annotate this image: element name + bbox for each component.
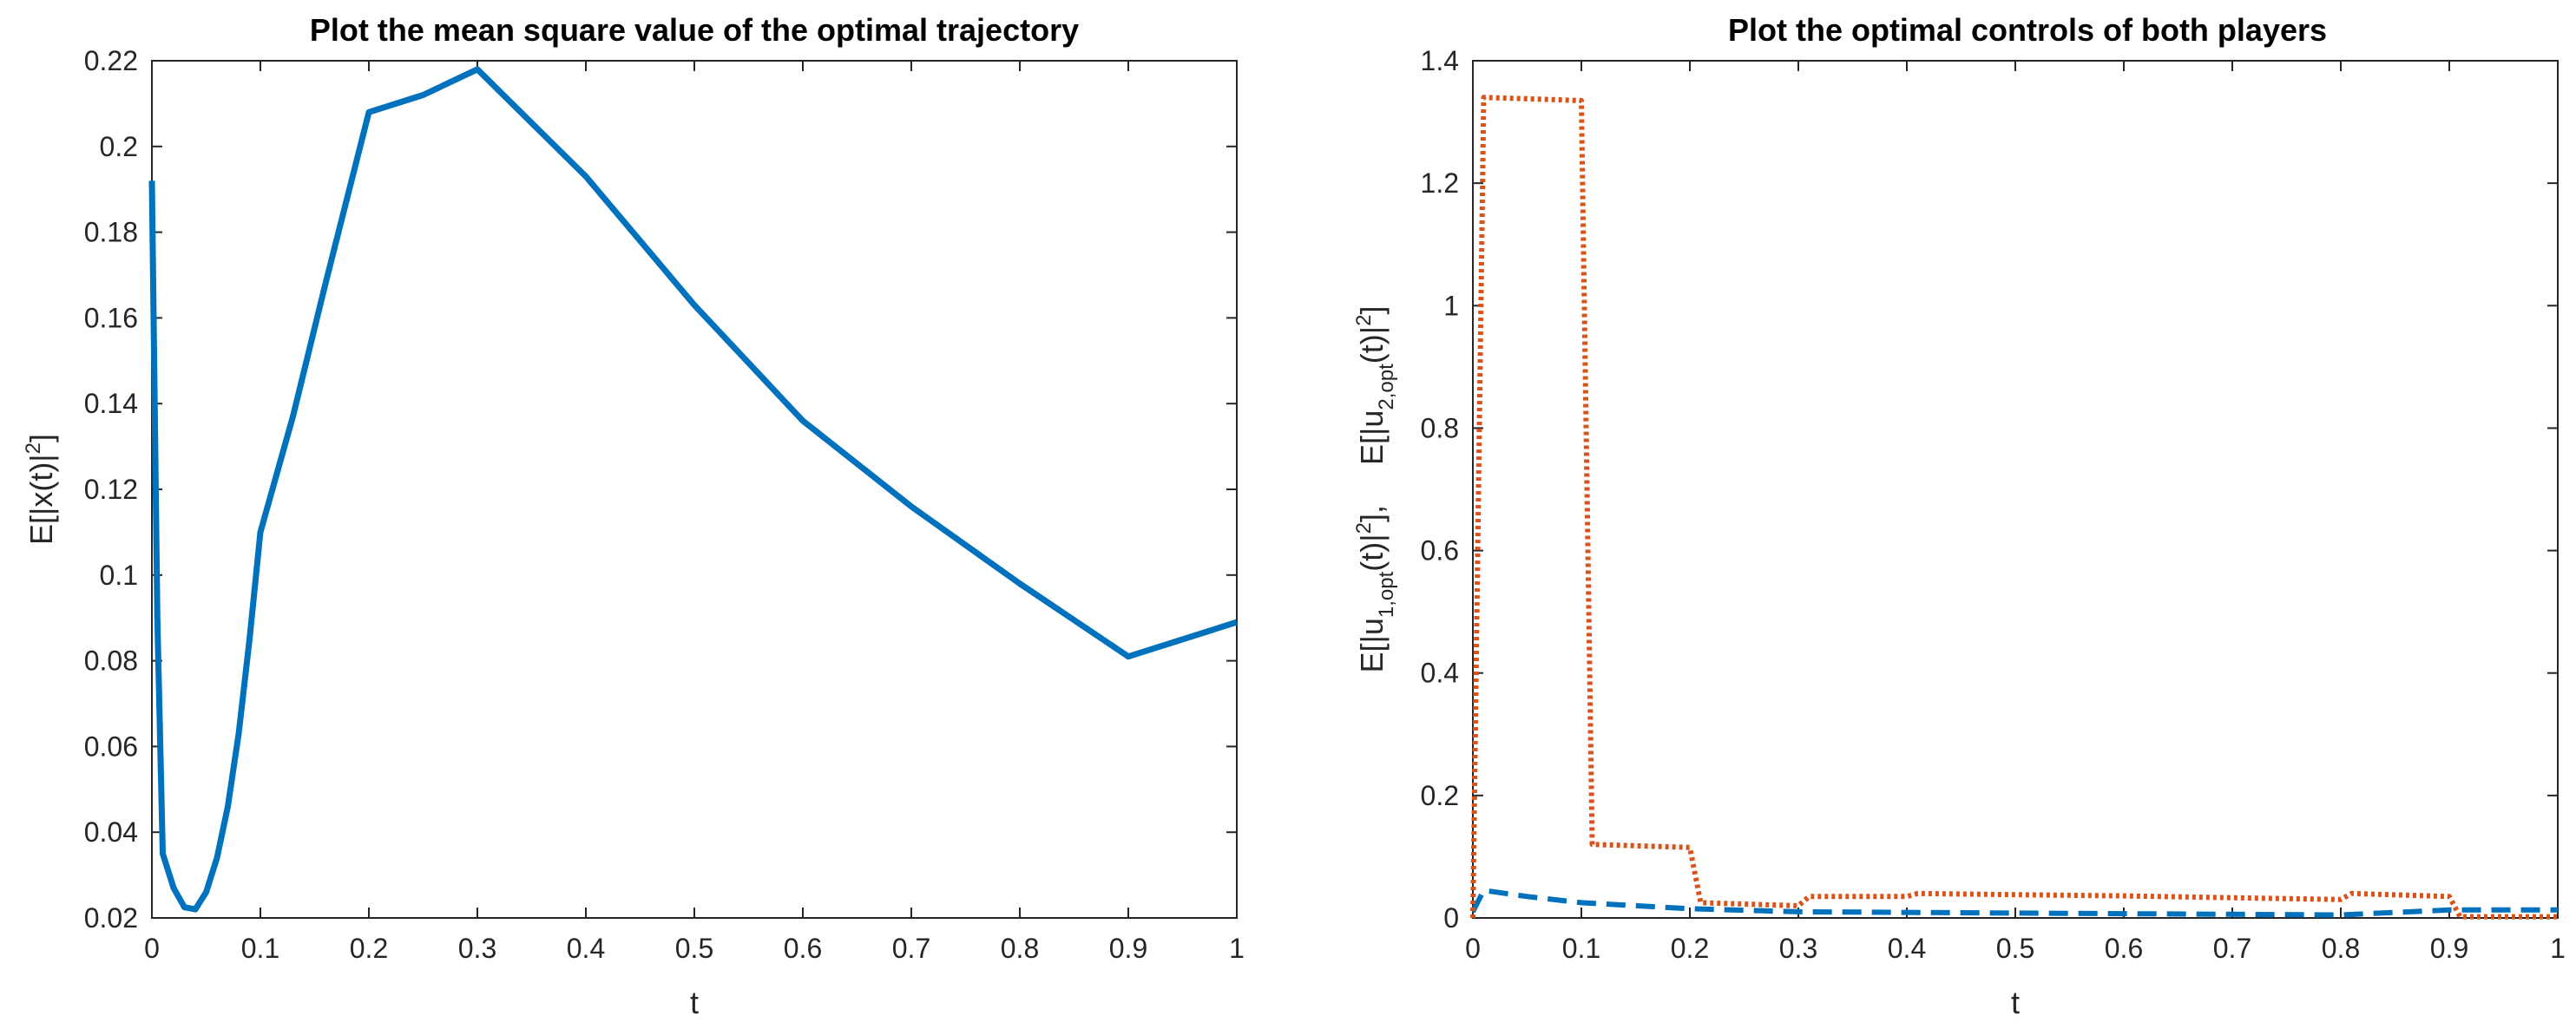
left-x-tick-label: 0.9 [1109, 933, 1147, 964]
left-x-tick-label: 0 [144, 933, 160, 964]
right-x-tick-label: 0.9 [2430, 933, 2468, 964]
ylabel-u1-sup: 2 [1352, 522, 1376, 534]
left-y-tick-label: 0.2 [100, 131, 138, 162]
right-y-tick-label: 0.6 [1421, 535, 1459, 567]
left-y-tick-label: 0.18 [84, 217, 138, 248]
right-x-tick-label: 0.3 [1779, 933, 1817, 964]
left-y-tick-label: 0.1 [100, 560, 138, 591]
right-y-axis-label: E[|u1,opt(t)|2],E[|u2,opt(t)|2] [1352, 306, 1398, 673]
right-x-tick-label: 0 [1465, 933, 1481, 964]
ylabel-u1-suffix: ], [1354, 505, 1390, 522]
left-y-tick-label: 0.02 [84, 902, 138, 934]
left-y-tick-label: 0.08 [84, 646, 138, 677]
left-plot-area [151, 60, 1238, 919]
right-x-tick-label: 0.4 [1888, 933, 1926, 964]
left-x-tick-label: 0.5 [675, 933, 713, 964]
left-x-tick-label: 0.3 [458, 933, 496, 964]
right-y-tick-label: 0.8 [1421, 412, 1459, 443]
right-x-tick-label: 0.7 [2213, 933, 2251, 964]
right-x-tick-label: 0.2 [1671, 933, 1709, 964]
left-x-tick-label: 1 [1229, 933, 1245, 964]
ylabel-u1-sub: 1,opt [1375, 571, 1398, 618]
right-plot-area [1472, 60, 2559, 919]
right-series [1470, 95, 2558, 920]
left-x-tick-label: 0.1 [241, 933, 279, 964]
left-series-line-1 [148, 66, 1239, 913]
chart-optimal-controls: Plot the optimal controls of both player… [1352, 12, 2566, 1020]
left-x-ticks: 0 0.1 0.2 0.3 0.4 0.5 0.6 0.7 0.8 0.9 1 [144, 61, 1245, 964]
ylabel-u2-mid: (t)| [1354, 326, 1390, 364]
left-x-axis-label: t [690, 985, 699, 1020]
left-y-tick-label: 0.16 [84, 302, 138, 333]
right-series-line-2 [1470, 95, 2558, 920]
right-y-tick-label: 1.4 [1421, 45, 1459, 76]
right-x-tick-label: 1 [2550, 933, 2566, 964]
left-y-tick-label: 0.04 [84, 816, 138, 848]
left-x-tick-label: 0.6 [784, 933, 822, 964]
right-chart-title: Plot the optimal controls of both player… [1728, 12, 2327, 48]
left-y-ticks: 0.02 0.04 0.06 0.08 0.1 0.12 0.14 0.16 0.18 0.2 0.… [84, 45, 1237, 934]
right-y-tick-label: 1.2 [1421, 167, 1459, 199]
right-y-tick-label: 0.2 [1421, 780, 1459, 811]
left-y-tick-label: 0.14 [84, 388, 138, 419]
ylabel-u1-mid: (t)| [1354, 534, 1390, 571]
ylabel-u2-suffix: ] [1354, 306, 1390, 315]
right-y-tick-label: 0.4 [1421, 658, 1459, 689]
left-x-tick-label: 0.4 [567, 933, 605, 964]
right-series-line-1 [1470, 888, 2558, 918]
left-y-tick-label: 0.12 [84, 474, 138, 505]
right-y-ticks: 0 0.2 0.4 0.6 0.8 1 1.2 1.4 [1421, 45, 2558, 934]
right-y-tick-label: 0 [1443, 902, 1459, 934]
right-x-axis-label: t [2011, 985, 2020, 1020]
right-x-tick-label: 0.1 [1562, 933, 1600, 964]
ylabel-u1-prefix: E[|u [1354, 618, 1390, 672]
left-x-tick-label: 0.2 [350, 933, 388, 964]
right-x-tick-label: 0.6 [2105, 933, 2143, 964]
left-x-tick-label: 0.8 [1001, 933, 1039, 964]
ylabel-u2-sup: 2 [1352, 315, 1376, 326]
right-x-tick-label: 0.8 [2322, 933, 2360, 964]
ylabel-u2-prefix: E[|u [1354, 410, 1390, 465]
ylabel-u2-sub: 2,opt [1375, 364, 1398, 410]
left-x-tick-label: 0.7 [892, 933, 930, 964]
right-x-ticks: 0 0.1 0.2 0.3 0.4 0.5 0.6 0.7 0.8 0.9 1 [1465, 61, 2566, 964]
left-y-tick-label: 0.22 [84, 45, 138, 76]
left-chart-title: Plot the mean square value of the optima… [310, 12, 1079, 48]
chart-mean-square-trajectory: Plot the mean square value of the optima… [22, 12, 1245, 1020]
right-x-tick-label: 0.5 [1996, 933, 2034, 964]
left-y-axis-label: E[|x(t)|2] [22, 434, 59, 545]
right-y-tick-label: 1 [1443, 290, 1459, 321]
left-y-tick-label: 0.06 [84, 731, 138, 762]
left-series [148, 66, 1239, 913]
